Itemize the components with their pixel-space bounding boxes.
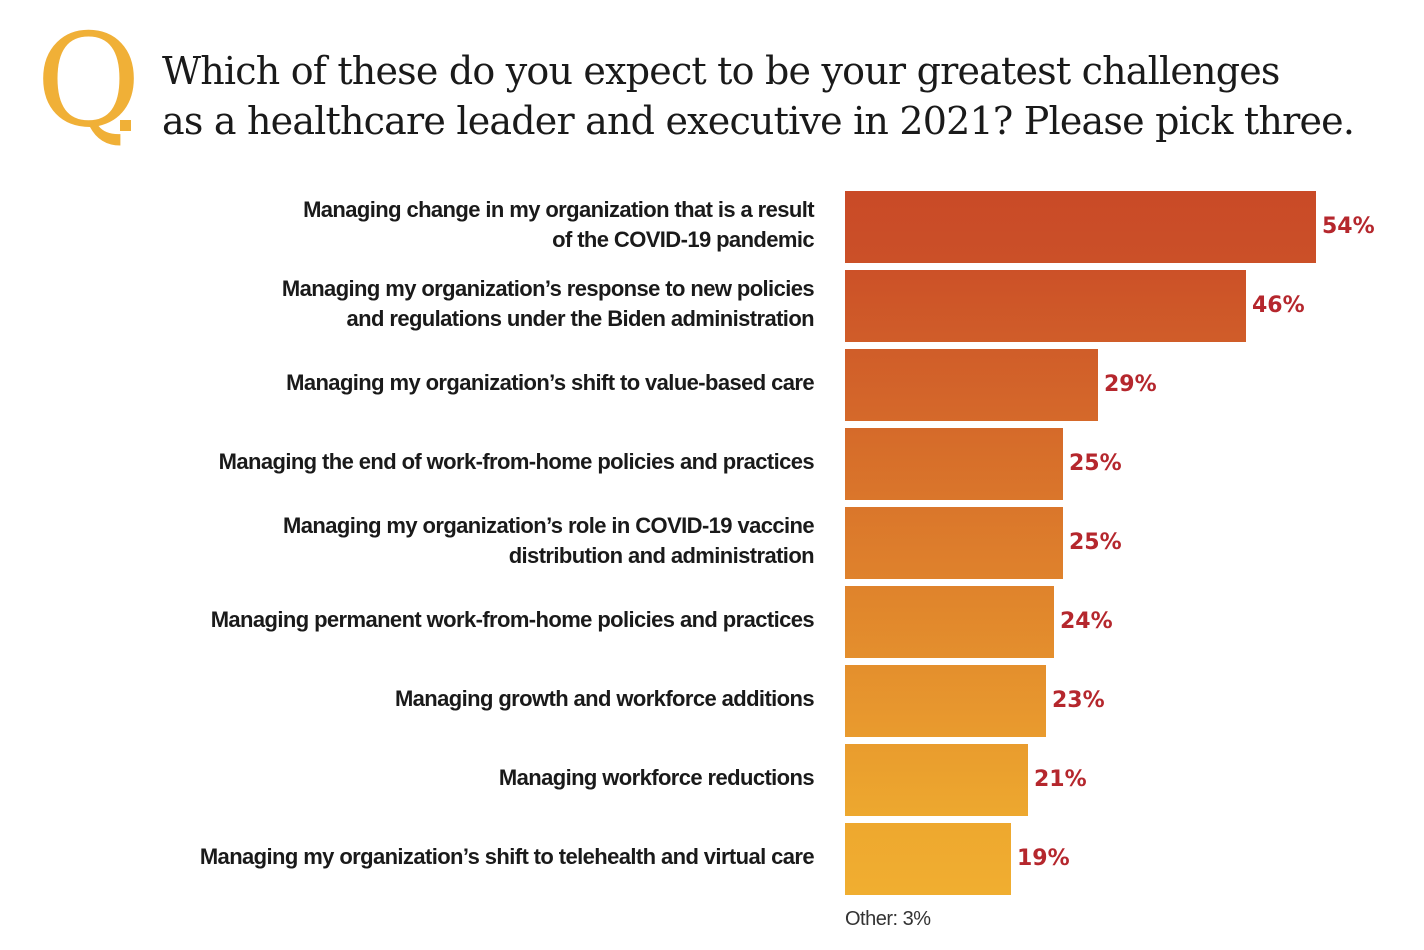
bar xyxy=(845,823,1011,895)
value-label: 19% xyxy=(1017,846,1070,871)
value-label: 21% xyxy=(1034,767,1087,792)
category-label-line: Managing change in my organization that … xyxy=(303,197,815,222)
category-label: Managing my organization’s response to n… xyxy=(94,274,815,334)
question-heading: Which of these do you expect to be your … xyxy=(162,46,1412,146)
category-label-line: Managing growth and workforce additions xyxy=(394,686,815,711)
value-label: 23% xyxy=(1052,688,1105,713)
q-dot-top xyxy=(120,69,131,80)
bar xyxy=(845,428,1063,500)
bar xyxy=(845,507,1063,579)
chart-footnote: Other: 3% xyxy=(845,908,931,930)
q-dot-bottom xyxy=(120,120,131,131)
bar xyxy=(845,349,1098,421)
value-label: 24% xyxy=(1060,609,1113,634)
value-label: 25% xyxy=(1069,451,1122,476)
category-label-line: distribution and administration xyxy=(508,543,815,568)
bar xyxy=(845,744,1028,816)
category-label-line: of the COVID-19 pandemic xyxy=(552,227,814,252)
category-label-line: Managing the end of work-from-home polic… xyxy=(218,449,815,474)
category-label: Managing my organization’s shift to valu… xyxy=(94,368,814,398)
category-label-line: Managing my organization’s response to n… xyxy=(281,276,815,301)
category-label-line: Managing my organization’s shift to valu… xyxy=(286,370,814,395)
bar xyxy=(845,586,1054,658)
category-label-line: Managing workforce reductions xyxy=(498,765,815,790)
category-label: Managing my organization’s shift to tele… xyxy=(94,842,815,872)
bar xyxy=(845,665,1046,737)
value-label: 54% xyxy=(1322,214,1375,239)
value-label: 46% xyxy=(1252,293,1305,318)
value-label: 25% xyxy=(1069,530,1122,555)
bar xyxy=(845,270,1246,342)
bar xyxy=(845,191,1316,263)
value-label: 29% xyxy=(1104,372,1157,397)
category-label: Managing the end of work-from-home polic… xyxy=(94,447,815,477)
question-line-2: as a healthcare leader and executive in … xyxy=(162,99,1355,143)
category-label-line: Managing my organization’s role in COVID… xyxy=(283,513,815,538)
category-label: Managing growth and workforce additions xyxy=(94,684,815,714)
category-label: Managing my organization’s role in COVID… xyxy=(94,511,815,571)
category-label-line: Managing my organization’s shift to tele… xyxy=(199,844,815,869)
question-line-1: Which of these do you expect to be your … xyxy=(162,49,1280,93)
category-label-line: and regulations under the Biden administ… xyxy=(346,306,815,331)
category-label: Managing change in my organization that … xyxy=(94,195,815,255)
category-label-line: Managing permanent work-from-home polici… xyxy=(210,607,815,632)
category-label: Managing permanent work-from-home polici… xyxy=(94,605,815,635)
category-label: Managing workforce reductions xyxy=(94,763,815,793)
